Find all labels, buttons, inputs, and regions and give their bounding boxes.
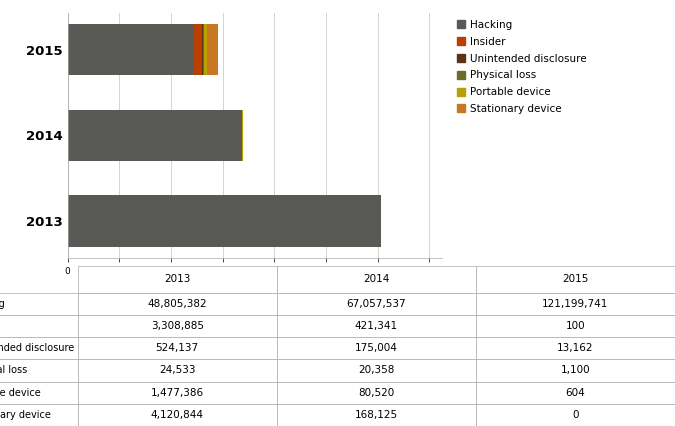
Bar: [68, 24, 194, 75]
Bar: [194, 24, 202, 75]
Bar: [68, 195, 381, 247]
Bar: [204, 24, 207, 75]
Bar: [202, 24, 203, 75]
Bar: [68, 109, 241, 161]
Bar: [241, 109, 242, 161]
Legend: Hacking, Insider, Unintended disclosure, Physical loss, Portable device, Station: Hacking, Insider, Unintended disclosure,…: [455, 18, 589, 116]
Bar: [207, 24, 218, 75]
